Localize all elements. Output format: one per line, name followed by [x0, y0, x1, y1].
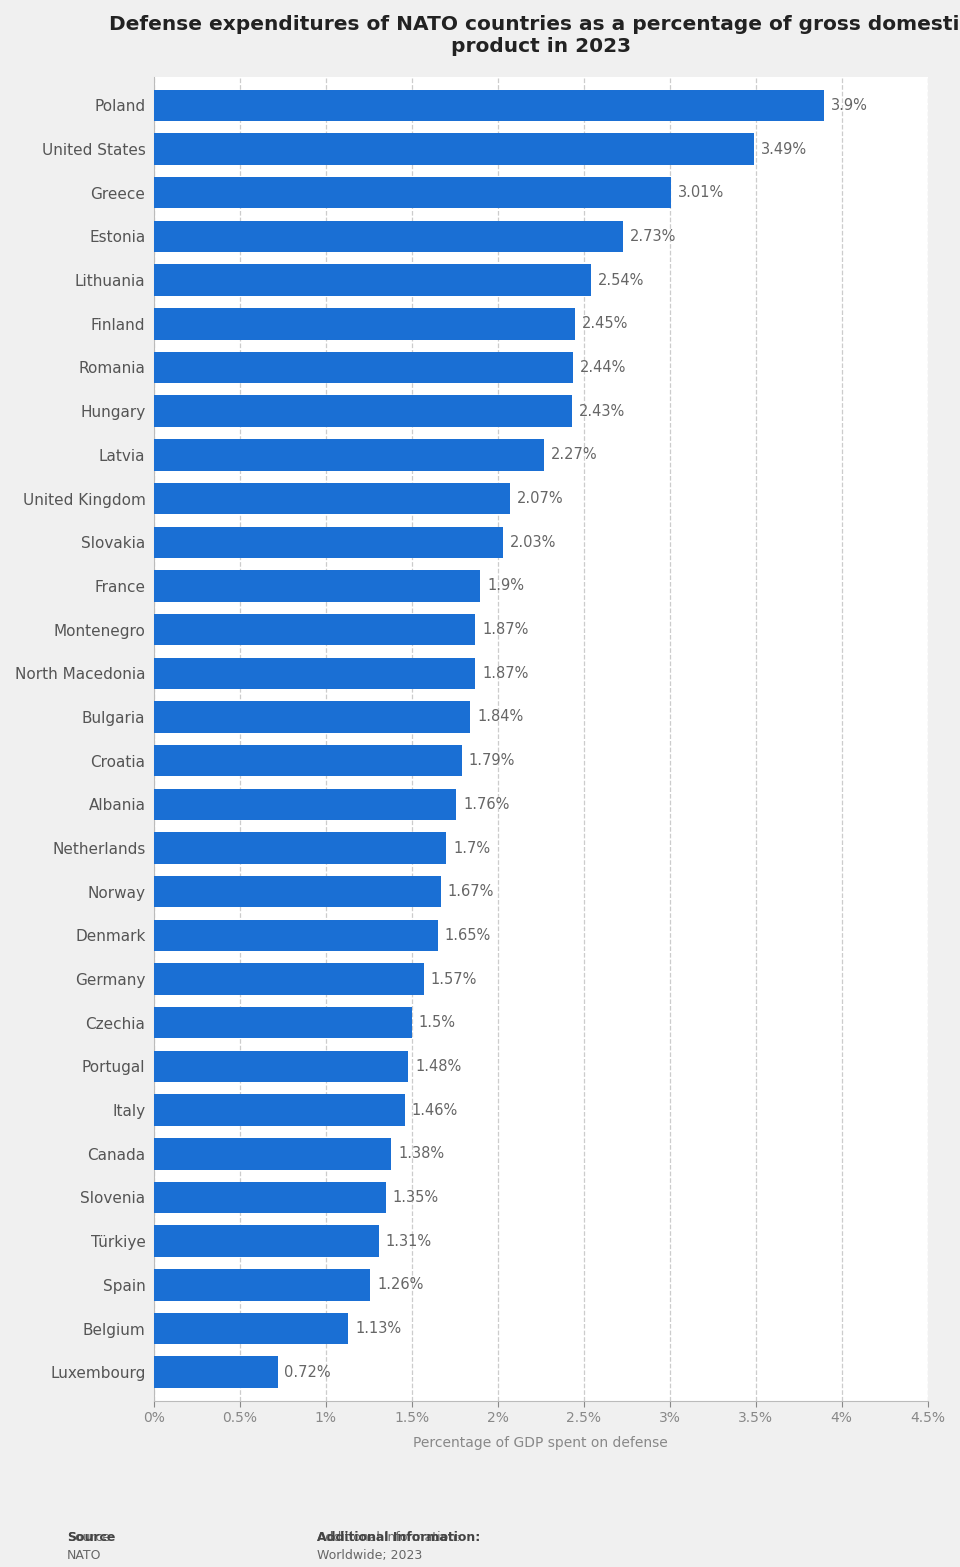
Bar — [154, 395, 571, 426]
Text: 2.73%: 2.73% — [630, 229, 677, 244]
Text: 1.87%: 1.87% — [482, 622, 529, 638]
Text: 2.45%: 2.45% — [582, 317, 628, 331]
Text: 1.46%: 1.46% — [412, 1103, 458, 1117]
Bar — [154, 1051, 408, 1083]
Bar — [154, 309, 575, 340]
Text: 1.26%: 1.26% — [377, 1277, 423, 1293]
Bar — [154, 439, 544, 470]
Bar — [154, 1138, 391, 1169]
Text: 2.44%: 2.44% — [580, 360, 627, 375]
Text: 1.9%: 1.9% — [488, 578, 524, 594]
Text: 1.65%: 1.65% — [444, 928, 491, 943]
Bar — [154, 221, 623, 252]
Text: 2.43%: 2.43% — [579, 404, 625, 418]
Bar — [154, 177, 671, 208]
Bar — [154, 658, 475, 689]
Bar — [154, 133, 754, 165]
Text: 1.31%: 1.31% — [386, 1233, 432, 1249]
Bar — [154, 570, 481, 602]
Text: 1.7%: 1.7% — [453, 840, 491, 856]
Text: 1.57%: 1.57% — [431, 972, 477, 987]
Text: 1.38%: 1.38% — [398, 1147, 444, 1161]
Text: 2.03%: 2.03% — [510, 534, 556, 550]
Bar — [154, 1225, 379, 1257]
Bar — [154, 876, 441, 907]
Bar — [154, 788, 456, 820]
Text: Additional Information:: Additional Information: — [317, 1531, 480, 1543]
Bar — [154, 832, 446, 863]
Bar — [154, 351, 573, 384]
Title: Defense expenditures of NATO countries as a percentage of gross domestic
product: Defense expenditures of NATO countries a… — [109, 16, 960, 56]
X-axis label: Percentage of GDP spent on defense: Percentage of GDP spent on defense — [414, 1435, 668, 1449]
Text: 2.27%: 2.27% — [551, 447, 598, 462]
Text: 1.48%: 1.48% — [415, 1059, 462, 1073]
Text: 1.84%: 1.84% — [477, 710, 523, 724]
Text: 0.72%: 0.72% — [284, 1365, 331, 1379]
Bar — [154, 527, 503, 558]
Text: Source: Source — [67, 1531, 115, 1543]
Bar — [154, 1313, 348, 1344]
Text: 1.35%: 1.35% — [393, 1189, 439, 1205]
Text: 1.13%: 1.13% — [355, 1321, 401, 1337]
Text: 1.5%: 1.5% — [419, 1015, 456, 1030]
Text: 1.67%: 1.67% — [447, 884, 494, 899]
Bar — [154, 1269, 371, 1301]
Bar — [154, 702, 470, 733]
Text: 3.49%: 3.49% — [760, 141, 806, 157]
Bar — [154, 1094, 405, 1125]
Bar — [154, 1357, 277, 1388]
Bar — [154, 483, 510, 514]
Text: 2.07%: 2.07% — [516, 490, 564, 506]
Bar — [154, 920, 438, 951]
Bar — [154, 964, 423, 995]
Text: 1.79%: 1.79% — [468, 754, 515, 768]
Text: Source
NATO
© Statista 2024: Source NATO © Statista 2024 — [67, 1531, 167, 1567]
Bar — [154, 89, 825, 121]
Bar — [154, 744, 462, 776]
Text: 1.87%: 1.87% — [482, 666, 529, 680]
Text: 2.54%: 2.54% — [597, 273, 644, 288]
Bar — [154, 1008, 412, 1039]
Bar — [154, 614, 475, 646]
Text: Additional Information:
Worldwide; 2023: Additional Information: Worldwide; 2023 — [317, 1531, 460, 1562]
Text: 3.01%: 3.01% — [678, 185, 725, 201]
Bar — [154, 265, 590, 296]
Text: 3.9%: 3.9% — [831, 97, 868, 113]
Bar — [154, 1182, 386, 1213]
Text: 1.76%: 1.76% — [464, 798, 510, 812]
